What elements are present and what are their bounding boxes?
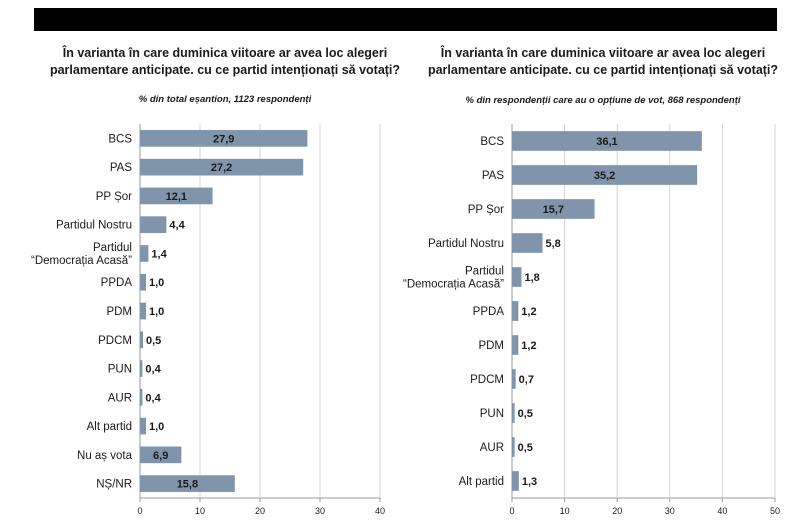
left-category-label: Partidul “Democrația Acasă”	[31, 242, 132, 267]
left-category-label: NȘ/NR	[96, 479, 132, 491]
left-value-label: 0,4	[145, 392, 161, 404]
right-value-label: 1,3	[522, 476, 537, 488]
left-value-label: 15,8	[177, 479, 198, 491]
left-bar	[140, 417, 146, 435]
left-category-label: Partidul Nostru	[56, 220, 132, 232]
right-value-label: 36,1	[596, 136, 617, 148]
right-bar	[512, 471, 519, 491]
left-chart-title: În varianta în care duminica viitoare ar…	[49, 46, 401, 77]
left-value-label: 4,4	[169, 220, 185, 232]
left-category-label: Nu aș vota	[77, 450, 133, 462]
right-bar	[512, 267, 522, 287]
right-bar	[512, 437, 515, 457]
right-bar	[512, 301, 519, 321]
right-value-label: 35,2	[594, 170, 615, 182]
left-bar	[140, 245, 149, 262]
left-bar	[140, 446, 182, 464]
header-bar	[34, 8, 777, 31]
left-category-label: PP Șor	[96, 191, 132, 203]
right-bar	[512, 335, 519, 355]
right-value-label: 1,8	[524, 272, 539, 284]
left-bar	[140, 187, 213, 205]
left-category-label: PDCM	[98, 335, 132, 347]
left-bar	[140, 158, 304, 176]
left-value-label: 0,4	[145, 364, 161, 376]
right-bar	[512, 369, 516, 389]
left-category-label: PDM	[106, 306, 132, 318]
right-category-label: Partidul Nostru	[428, 238, 504, 250]
left-tick-label: 40	[375, 506, 385, 516]
right-category-label: PP Șor	[468, 204, 504, 216]
left-value-label: 1,0	[149, 277, 164, 289]
left-bar	[140, 130, 308, 147]
left-value-label: 27,2	[211, 162, 232, 174]
left-category-label: BCS	[108, 133, 132, 145]
right-tick-label: 20	[612, 506, 622, 516]
left-bar	[140, 331, 143, 349]
left-category-label: PUN	[108, 364, 132, 376]
left-bar	[140, 302, 146, 320]
left-tick-label: 10	[195, 506, 205, 516]
right-tick-label: 50	[770, 506, 780, 516]
right-chart-subtitle: % din respondenții care au o opțiune de …	[465, 95, 741, 106]
left-category-label: PPDA	[101, 277, 133, 289]
right-bar	[512, 403, 515, 423]
right-category-label: PDM	[478, 340, 504, 352]
left-bar	[140, 216, 167, 234]
right-bar	[512, 233, 543, 253]
left-value-label: 12,1	[166, 191, 187, 203]
left-category-label: AUR	[108, 392, 132, 404]
right-value-label: 1,2	[521, 340, 536, 352]
right-category-label: PUN	[480, 408, 504, 420]
left-bar	[140, 388, 143, 406]
left-bar	[140, 273, 146, 291]
left-value-label: 0,5	[146, 335, 161, 347]
right-value-label: 15,7	[543, 204, 564, 216]
right-value-label: 5,8	[546, 238, 561, 250]
left-category-label: Alt partid	[87, 421, 132, 433]
right-value-label: 0,5	[518, 442, 533, 454]
right-tick-label: 10	[560, 506, 570, 516]
right-value-label: 0,5	[518, 408, 533, 420]
right-category-label: PDCM	[470, 374, 504, 386]
left-value-label: 1,4	[151, 248, 167, 260]
right-value-label: 1,2	[521, 306, 536, 318]
right-tick-label: 40	[717, 506, 727, 516]
right-bar	[512, 199, 595, 219]
left-tick-label: 20	[255, 506, 265, 516]
right-category-label: AUR	[480, 442, 504, 454]
right-category-label: PAS	[482, 170, 504, 182]
left-value-label: 1,0	[149, 306, 164, 318]
right-tick-label: 30	[665, 506, 675, 516]
right-category-label: PPDA	[473, 306, 505, 318]
left-category-label: PAS	[110, 162, 132, 174]
right-bar	[512, 131, 702, 151]
right-category-label: Alt partid	[459, 476, 504, 488]
right-category-label: BCS	[480, 136, 504, 148]
right-bar	[512, 165, 698, 185]
left-value-label: 27,9	[213, 133, 234, 145]
left-tick-label: 0	[137, 506, 142, 516]
left-value-label: 1,0	[149, 421, 164, 433]
right-chart-title: În varianta în care duminica viitoare ar…	[427, 46, 779, 77]
left-bar	[140, 360, 143, 377]
left-tick-label: 30	[315, 506, 325, 516]
left-bar	[140, 475, 235, 492]
left-chart-subtitle: % din total eșantion, 1123 respondenți	[138, 94, 312, 105]
right-tick-label: 0	[509, 506, 514, 516]
left-value-label: 6,9	[153, 450, 168, 462]
right-category-label: Partidul “Democrația Acasă”	[403, 266, 504, 291]
right-value-label: 0,7	[519, 374, 534, 386]
